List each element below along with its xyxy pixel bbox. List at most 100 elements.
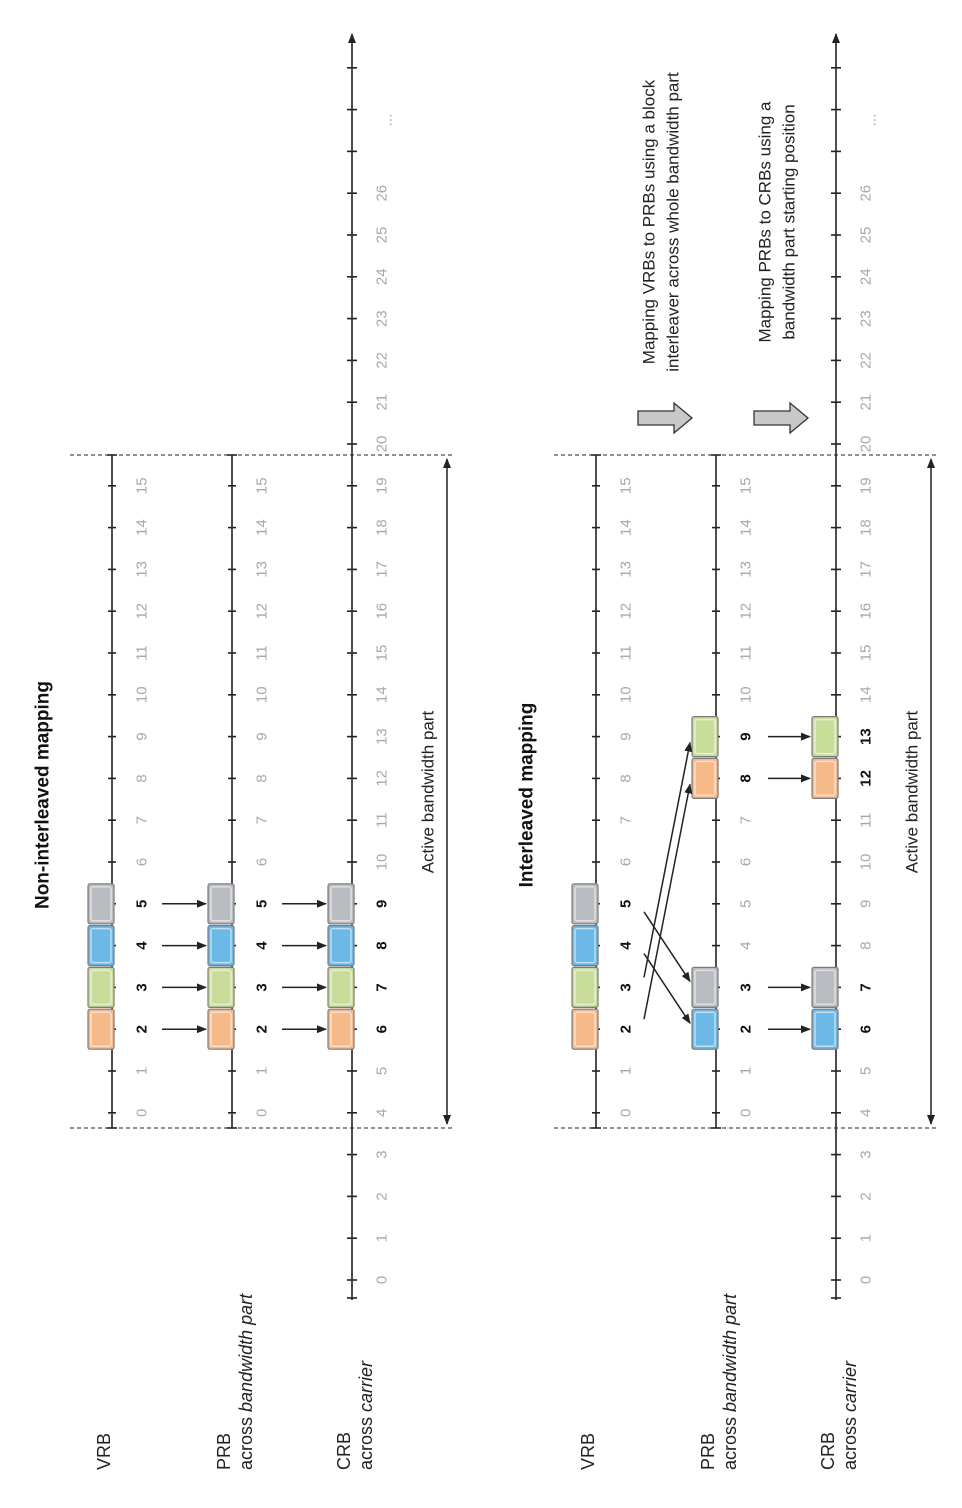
row-label-prb: PRB <box>214 1433 234 1470</box>
vrb-index-14: 14 <box>134 519 151 536</box>
crb-index-8: 8 <box>374 941 391 949</box>
crb-index-2: 2 <box>858 1192 875 1200</box>
prb-index-5: 5 <box>738 900 755 908</box>
crb-index-0: 0 <box>374 1276 391 1284</box>
crb-index-22: 22 <box>858 352 875 369</box>
note-1-line-1: Mapping VRBs to PRBs using a block <box>640 79 659 364</box>
crb-index-20: 20 <box>858 436 875 453</box>
crb-index-22: 22 <box>374 352 391 369</box>
prb-index-0: 0 <box>254 1109 271 1117</box>
crb-ellipsis: ... <box>863 114 880 127</box>
crb-index-26: 26 <box>858 185 875 202</box>
prb-index-2: 2 <box>738 1025 755 1033</box>
prb-block-5 <box>207 883 235 925</box>
crb-index-26: 26 <box>374 185 391 202</box>
bwp-label: Active bandwidth part <box>419 710 438 873</box>
crb-index-6: 6 <box>858 1025 875 1033</box>
vrb-index-3: 3 <box>618 983 635 991</box>
vrb-index-8: 8 <box>134 774 151 782</box>
crb-index-9: 9 <box>374 900 391 908</box>
prb-index-8: 8 <box>738 774 755 782</box>
vrb-index-15: 15 <box>618 477 635 494</box>
bwp-label: Active bandwidth part <box>903 710 922 873</box>
vrb-index-13: 13 <box>134 561 151 578</box>
prb-index-14: 14 <box>254 519 271 536</box>
crb-index-8: 8 <box>858 941 875 949</box>
note-2-line-2: bandwidth part starting position <box>780 104 799 339</box>
note-arrow-2 <box>753 401 810 435</box>
prb-index-10: 10 <box>254 686 271 703</box>
vrb-block-3 <box>87 966 115 1009</box>
row-sublabel-plain: across <box>356 1412 376 1470</box>
crb-index-11: 11 <box>858 812 875 828</box>
crb-index-5: 5 <box>858 1067 875 1075</box>
crb-index-23: 23 <box>858 310 875 327</box>
crb-index-20: 20 <box>374 436 391 453</box>
crb-index-3: 3 <box>374 1150 391 1158</box>
interleave-arrow <box>643 783 693 1020</box>
prb-index-9: 9 <box>254 732 271 740</box>
interleave-arrow <box>643 741 693 978</box>
vrb-index-9: 9 <box>134 732 151 740</box>
vrb-index-5: 5 <box>618 900 635 908</box>
crb-index-14: 14 <box>858 686 875 703</box>
crb-index-15: 15 <box>374 645 391 662</box>
vrb-index-15: 15 <box>134 477 151 494</box>
vrb-index-10: 10 <box>618 686 635 703</box>
crb-index-17: 17 <box>374 561 391 578</box>
prb-index-0: 0 <box>738 1109 755 1117</box>
prb-block-4 <box>207 924 235 967</box>
prb-index-6: 6 <box>254 858 271 866</box>
vrb-index-11: 11 <box>134 645 151 661</box>
row-sublabel-plain: across <box>840 1412 860 1470</box>
vrb-index-0: 0 <box>134 1109 151 1117</box>
row-sublabel: across carrier <box>356 1360 376 1470</box>
crb-index-0: 0 <box>858 1276 875 1284</box>
crb-index-25: 25 <box>374 227 391 244</box>
prb-index-3: 3 <box>738 983 755 991</box>
row-label-vrb: VRB <box>578 1433 598 1470</box>
crb-index-14: 14 <box>374 686 391 703</box>
vrb-index-4: 4 <box>618 941 635 950</box>
crb-index-10: 10 <box>858 854 875 871</box>
vrb-index-11: 11 <box>618 645 635 661</box>
prb-index-12: 12 <box>738 603 755 620</box>
prb-index-13: 13 <box>254 561 271 578</box>
vrb-index-7: 7 <box>134 816 151 824</box>
crb-index-5: 5 <box>374 1067 391 1075</box>
crb-index-7: 7 <box>374 983 391 991</box>
row-sublabel-plain: across <box>236 1412 256 1470</box>
crb-index-25: 25 <box>858 227 875 244</box>
prb-block-3 <box>207 966 235 1009</box>
prb-index-2: 2 <box>254 1025 271 1033</box>
row-sublabel-italic: bandwidth part <box>720 1293 740 1412</box>
crb-index-21: 21 <box>858 394 875 411</box>
crb-index-17: 17 <box>858 561 875 578</box>
vrb-index-8: 8 <box>618 774 635 782</box>
note-2-line-1: Mapping PRBs to CRBs using a <box>756 101 775 342</box>
crb-index-18: 18 <box>374 519 391 536</box>
crb-index-13: 13 <box>374 728 391 745</box>
crb-index-16: 16 <box>858 603 875 620</box>
prb-block-3 <box>691 966 719 1009</box>
crb-index-12: 12 <box>374 770 391 787</box>
row-label-vrb: VRB <box>94 1433 114 1470</box>
prb-index-7: 7 <box>254 816 271 824</box>
panel-title: Non-interleaved mapping <box>33 681 54 909</box>
prb-index-7: 7 <box>738 816 755 824</box>
panel-title: Interleaved mapping <box>517 703 538 888</box>
prb-block-2 <box>207 1008 235 1050</box>
crb-index-10: 10 <box>374 854 391 871</box>
crb-index-11: 11 <box>374 812 391 828</box>
vrb-index-1: 1 <box>618 1067 635 1075</box>
note-1-line-2: interleaver across whole bandwidth part <box>664 72 683 372</box>
vrb-index-6: 6 <box>618 858 635 866</box>
vrb-block-3 <box>571 966 599 1009</box>
crb-index-15: 15 <box>858 645 875 662</box>
prb-block-2 <box>691 1008 719 1050</box>
crb-index-19: 19 <box>858 477 875 494</box>
prb-index-1: 1 <box>738 1067 755 1075</box>
